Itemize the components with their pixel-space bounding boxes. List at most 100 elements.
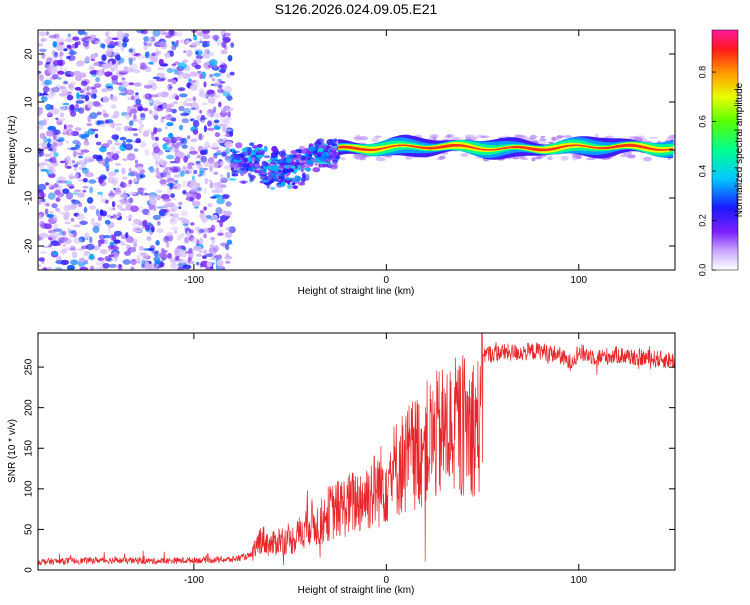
spectrogram-noise-blob [163,236,170,243]
spectrogram-signal-blob [236,155,241,161]
spectrogram-noise-blob [135,92,139,96]
spectrogram-noise-blob [151,133,155,141]
spectrogram-noise-blob [116,212,122,217]
spectrogram-noise-blob [107,176,115,184]
spectrogram-noise-blob [162,169,169,174]
spectrogram-noise-blob [167,252,172,259]
spectrogram-signal-blob [253,169,261,174]
spectrogram-noise-blob [104,238,108,245]
spectrogram-noise-blob [183,155,189,163]
spectrogram-noise-blob [133,218,141,225]
spectrogram-noise-blob [225,226,232,231]
spectrogram-noise-blob [147,36,152,42]
spectrogram-noise-blob [65,128,74,137]
spectrogram-noise-blob [197,70,202,74]
y-tick-label: 0 [24,147,35,153]
y-tick-label: 0 [24,567,35,573]
spectrogram-noise-blob [66,94,74,101]
spectrogram-noise-blob [39,220,45,228]
spectrogram-noise-blob [113,110,120,118]
spectrogram-noise-blob [212,34,220,41]
spectrogram-noise-blob [74,144,81,149]
spectrogram-signal-blob [331,143,338,147]
spectrogram-noise-blob [128,192,137,195]
spectrogram-noise-blob [203,81,207,88]
spectrogram-noise-blob [119,182,127,189]
snr-xlabel: Height of straight line (km) [298,585,415,596]
spectrogram-noise-blob [216,39,222,47]
spectrogram-signal-blob [244,163,248,168]
spectrogram-signal-blob [231,148,235,153]
spectrogram-noise-blob [161,116,166,120]
spectrogram-noise-blob [151,226,155,233]
spectrogram-noise-blob [128,218,132,221]
spectrogram-noise-blob [210,236,216,241]
spectrogram-halo-blob [562,135,573,138]
spectrogram-noise-blob [192,119,200,128]
spectrogram-noise-blob [65,192,74,200]
spectrogram-noise-blob [50,184,60,188]
spectrogram-halo-blob [572,156,578,161]
spectrogram-noise-blob [58,119,64,123]
spectrogram-noise-blob [218,68,227,73]
y-tick-label: 200 [24,399,35,416]
spectrogram-noise-blob [84,31,88,36]
spectrogram-signal-blob [261,171,266,175]
spectrogram-noise-blob [115,126,122,131]
spectrogram-noise-blob [91,73,97,77]
spectrogram-noise-blob [166,154,175,160]
spectrogram-noise-blob [94,222,101,226]
spectrogram-noise-blob [219,81,226,84]
spectrogram-noise-blob [88,66,95,71]
spectrogram-signal-blob [254,163,260,168]
spectrogram-noise-blob [38,200,42,205]
spectrogram-noise-blob [148,99,153,104]
spectrogram-noise-blob [167,83,173,91]
spectrogram-noise-blob [209,52,215,56]
spectrogram-noise-blob [44,79,53,86]
spectrogram-noise-blob [186,231,191,238]
spectrogram-noise-blob [195,105,200,111]
spectrogram-signal-blob [290,162,299,166]
spectrogram-noise-blob [61,248,66,255]
spectrogram-noise-blob [51,86,60,93]
snr-frame [37,332,676,571]
spectrogram-noise-blob [45,103,53,111]
spectrogram-noise-blob [154,260,161,264]
spectrogram-noise-blob [207,108,215,114]
spectrogram-noise-blob [140,124,145,128]
spectrogram-noise-blob [74,127,82,131]
spectrogram-noise-blob [38,183,47,191]
spectrogram-noise-blob [76,72,80,77]
spectrogram-noise-blob [55,260,64,265]
spectrogram-noise-blob [76,213,85,221]
spectrogram-noise-blob [65,74,72,77]
spectrogram-xlabel: Height of straight line (km) [298,286,415,297]
spectrogram-noise-blob [175,31,183,37]
spectrogram-noise-blob [52,133,58,141]
spectrogram-noise-blob [175,183,179,186]
spectrogram-noise-blob [213,106,217,114]
spectrogram-noise-blob [173,230,178,234]
spectrogram-noise-blob [110,234,115,241]
spectrogram-signal-blob [280,181,286,187]
spectrogram-noise-blob [219,64,226,69]
spectrogram-noise-blob [88,179,97,184]
spectrogram-noise-blob [181,113,190,116]
spectrogram-noise-blob [38,60,44,66]
spectrogram-noise-blob [174,146,179,153]
colorbar-tick-label: 0.8 [697,66,707,79]
spectrogram-noise-blob [199,109,203,114]
spectrogram-signal-blob [249,142,255,146]
spectrogram-noise-blob [75,62,84,67]
spectrogram-noise-blob [51,251,58,256]
spectrogram-signal-blob [229,162,236,168]
spectrogram-noise-blob [156,221,161,226]
spectrogram-noise-blob [164,149,171,153]
spectrogram-noise-blob [134,159,138,164]
spectrogram-halo-blob [520,136,526,139]
spectrogram-halo-blob [634,138,643,141]
spectrogram-noise-blob [211,240,216,244]
spectrogram-noise-blob [228,226,236,234]
spectrogram-signal-blob [266,182,271,189]
